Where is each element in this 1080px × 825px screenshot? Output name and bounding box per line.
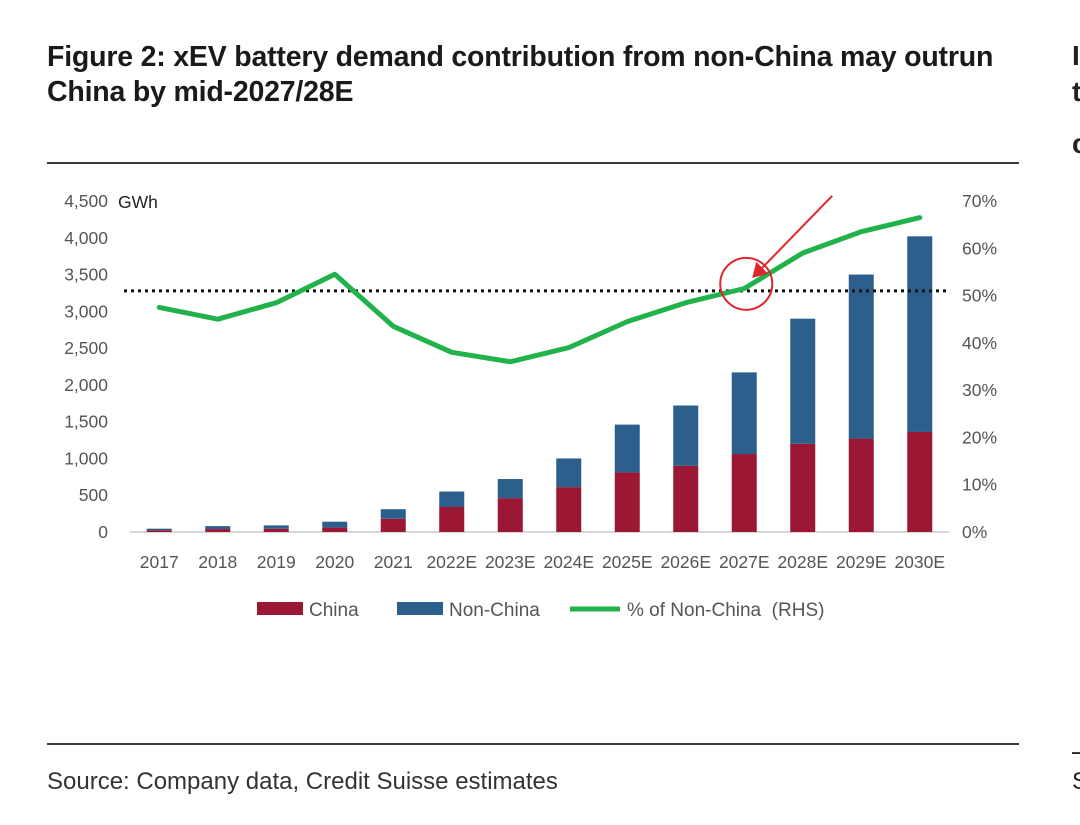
bar-china-2018: [205, 529, 231, 532]
bar-non-china-2024E: [556, 458, 582, 488]
bar-non-china-2020: [322, 521, 348, 528]
bar-non-china-2017: [146, 528, 172, 531]
bar-non-china-2023E: [497, 479, 523, 499]
y-right-tick-label: 20%: [962, 427, 997, 447]
y-left-tick-label: 4,500: [64, 191, 108, 211]
bar-china-2019: [263, 528, 289, 532]
y-right-tick-label: 0%: [962, 522, 987, 542]
x-tick-label: 2024E: [543, 552, 594, 572]
y-left-tick-label: 1,000: [64, 448, 108, 468]
x-tick-label: 2028E: [777, 552, 828, 572]
y-right-tick-label: 50%: [962, 286, 997, 306]
legend-swatch-china: [257, 602, 303, 615]
bar-non-china-2030E: [907, 236, 933, 432]
y-left-tick-label: 500: [79, 485, 108, 505]
bar-non-china-2022E: [439, 491, 465, 507]
bar-china-2022E: [439, 506, 465, 532]
x-tick-label: 2020: [315, 552, 354, 572]
x-tick-label: 2019: [257, 552, 296, 572]
x-tick-label: 2018: [198, 552, 237, 572]
bar-china-2024E: [556, 487, 582, 532]
x-tick-label: 2021: [374, 552, 413, 572]
bar-non-china-2019: [263, 525, 289, 529]
x-tick-label: 2030E: [894, 552, 945, 572]
x-tick-label: 2027E: [719, 552, 770, 572]
y-left-tick-label: 1,500: [64, 412, 108, 432]
next-figure-fragment-2: t: [1072, 76, 1080, 107]
annotation-circle: [719, 256, 774, 311]
legend-label-china: China: [309, 600, 359, 621]
y-left-tick-label: 2,000: [64, 375, 108, 395]
next-figure-fragment-4: –: [1072, 735, 1080, 767]
bar-china-2025E: [614, 472, 640, 532]
source-note: Source: Company data, Credit Suisse esti…: [47, 768, 558, 795]
bar-non-china-2027E: [731, 372, 757, 455]
y-left-tick-label: 3,500: [64, 265, 108, 285]
bar-china-2029E: [848, 438, 874, 532]
y-axis-right: 0% 10% 20% 30% 40% 50% 60% 70%: [962, 191, 997, 542]
bar-china-2021: [380, 518, 406, 532]
y-axis-left: 0 500 1,000 1,500 2,000 2,500 3,000 3,500 4,000 4…: [64, 191, 108, 542]
bottom-divider: [47, 743, 1019, 745]
chart-svg: 0 500 1,000 1,500 2,000 2,500 3,000 3,500 4,000 4…: [64, 191, 997, 621]
bar-non-china-2026E: [673, 405, 699, 466]
x-tick-label: 2029E: [836, 552, 887, 572]
legend-label-non-china-share: % of Non-China (RHS): [627, 600, 824, 621]
x-tick-label: 2017: [140, 552, 179, 572]
y-right-tick-label: 60%: [962, 238, 997, 258]
y-axis-unit: GWh: [118, 192, 158, 212]
y-left-tick-label: 0: [98, 522, 108, 542]
bar-china-2030E: [907, 431, 933, 532]
annotation-arrow: [759, 195, 833, 271]
bar-china-2017: [146, 530, 172, 532]
x-tick-label: 2025E: [602, 552, 653, 572]
y-right-tick-label: 10%: [962, 475, 997, 495]
y-left-tick-label: 3,000: [64, 301, 108, 321]
y-left-tick-label: 2,500: [64, 338, 108, 358]
x-tick-label: 2022E: [426, 552, 477, 572]
next-figure-fragment-3: c: [1072, 128, 1080, 159]
next-figure-fragment-5: S: [1072, 768, 1080, 796]
legend: China Non-China % of Non-China (RHS): [257, 600, 824, 621]
bar-china-2028E: [790, 443, 816, 532]
y-right-tick-label: 30%: [962, 380, 997, 400]
bar-non-china-2021: [380, 509, 406, 519]
y-right-tick-label: 70%: [962, 191, 997, 211]
bar-non-china-2018: [205, 526, 231, 530]
x-tick-label: 2023E: [485, 552, 536, 572]
chart-title: Figure 2: xEV battery demand contributio…: [47, 41, 994, 108]
x-axis: 2017 2018 2019 2020 2021 2022E 2023E 2024E 2025E…: [140, 552, 945, 572]
bar-china-2026E: [673, 465, 699, 532]
series-line-non-china-share: [156, 215, 923, 365]
bar-non-china-2025E: [614, 424, 640, 473]
legend-label-non-china: Non-China: [449, 600, 540, 621]
annotation-arrowhead: [752, 261, 769, 278]
bar-china-2023E: [497, 498, 523, 532]
top-divider: [47, 162, 1019, 164]
bar-china-2027E: [731, 454, 757, 532]
next-figure-fragment-1: I: [1072, 40, 1080, 71]
bar-non-china-2029E: [848, 274, 874, 439]
legend-swatch-non-china: [397, 602, 443, 615]
x-tick-label: 2026E: [660, 552, 711, 572]
bar-china-2020: [322, 527, 348, 532]
y-left-tick-label: 4,000: [64, 228, 108, 248]
bar-non-china-2028E: [790, 318, 816, 444]
y-right-tick-label: 40%: [962, 333, 997, 353]
bars-group: [146, 236, 933, 532]
